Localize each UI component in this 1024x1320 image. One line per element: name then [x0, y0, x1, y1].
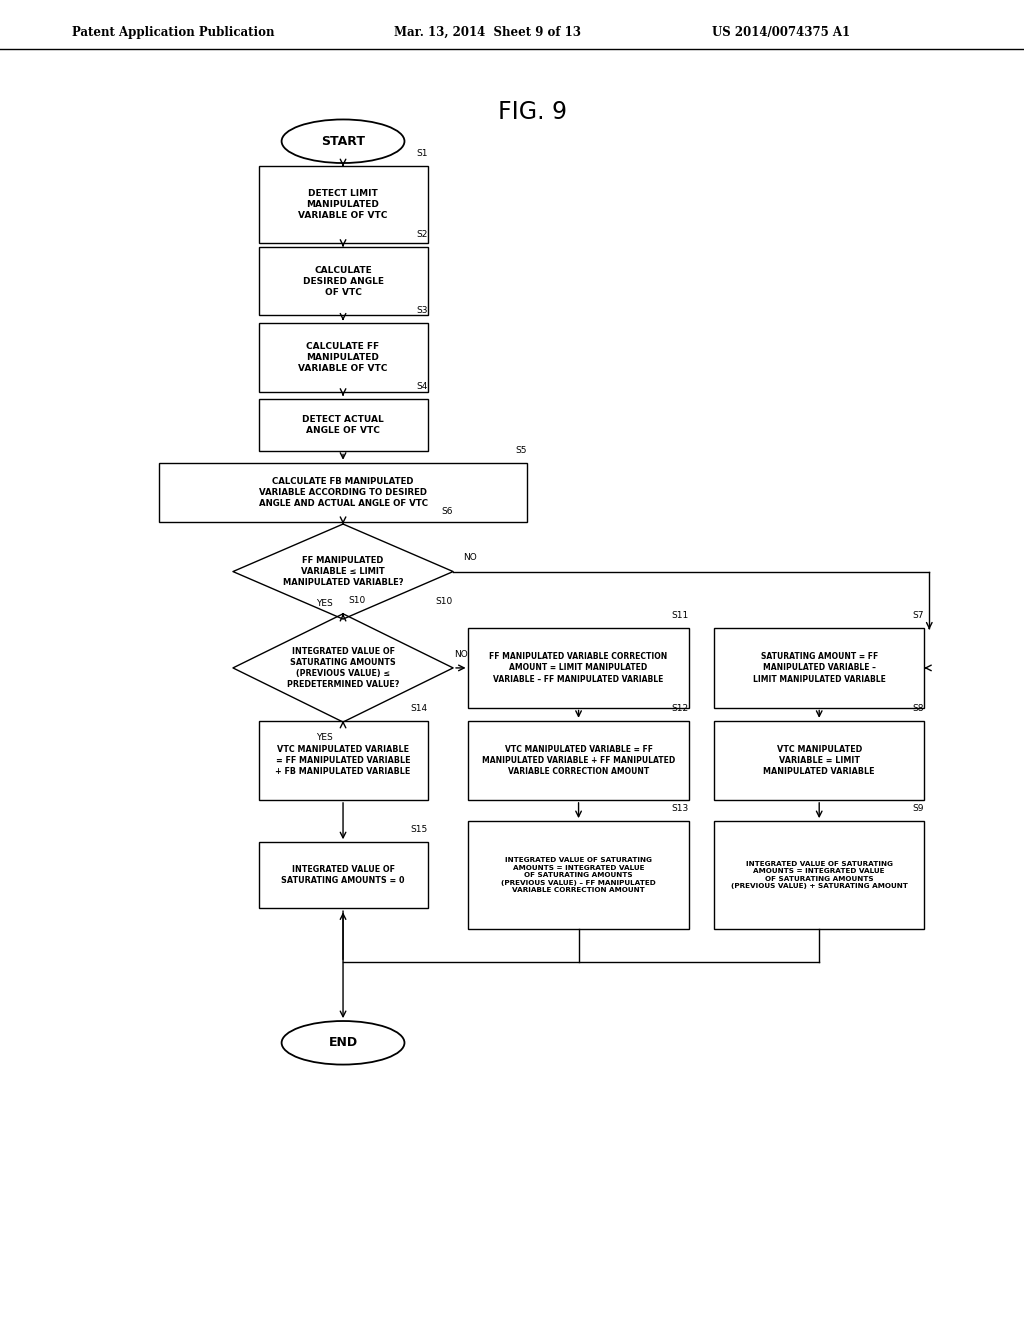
Text: YES: YES — [316, 599, 333, 607]
Text: S1: S1 — [416, 149, 428, 158]
Text: S10: S10 — [348, 595, 366, 605]
Text: NO: NO — [463, 553, 477, 562]
Text: Mar. 13, 2014  Sheet 9 of 13: Mar. 13, 2014 Sheet 9 of 13 — [394, 26, 582, 38]
Text: NO: NO — [454, 649, 468, 659]
Text: CALCULATE FF
MANIPULATED
VARIABLE OF VTC: CALCULATE FF MANIPULATED VARIABLE OF VTC — [298, 342, 388, 374]
Text: S7: S7 — [912, 611, 925, 620]
Text: FIG. 9: FIG. 9 — [498, 100, 567, 124]
Text: S14: S14 — [411, 704, 428, 713]
Text: VTC MANIPULATED VARIABLE = FF
MANIPULATED VARIABLE + FF MANIPULATED
VARIABLE COR: VTC MANIPULATED VARIABLE = FF MANIPULATE… — [482, 744, 675, 776]
Text: CALCULATE
DESIRED ANGLE
OF VTC: CALCULATE DESIRED ANGLE OF VTC — [302, 265, 384, 297]
Text: YES: YES — [316, 734, 333, 742]
Text: Patent Application Publication: Patent Application Publication — [72, 26, 274, 38]
Text: VTC MANIPULATED VARIABLE
= FF MANIPULATED VARIABLE
+ FB MANIPULATED VARIABLE: VTC MANIPULATED VARIABLE = FF MANIPULATE… — [275, 744, 411, 776]
Text: FF MANIPULATED
VARIABLE ≤ LIMIT
MANIPULATED VARIABLE?: FF MANIPULATED VARIABLE ≤ LIMIT MANIPULA… — [283, 556, 403, 587]
Text: S11: S11 — [672, 611, 688, 620]
Text: S6: S6 — [441, 507, 453, 516]
Text: INTEGRATED VALUE OF
SATURATING AMOUNTS
(PREVIOUS VALUE) ≤
PREDETERMINED VALUE?: INTEGRATED VALUE OF SATURATING AMOUNTS (… — [287, 647, 399, 689]
Text: S9: S9 — [912, 804, 925, 813]
Text: END: END — [329, 1036, 357, 1049]
Text: S4: S4 — [416, 381, 428, 391]
Text: INTEGRATED VALUE OF SATURATING
AMOUNTS = INTEGRATED VALUE
OF SATURATING AMOUNTS
: INTEGRATED VALUE OF SATURATING AMOUNTS =… — [731, 861, 907, 890]
Text: S13: S13 — [672, 804, 688, 813]
Text: S10: S10 — [436, 597, 453, 606]
Text: S12: S12 — [672, 704, 688, 713]
Text: S8: S8 — [912, 704, 925, 713]
Text: DETECT LIMIT
MANIPULATED
VARIABLE OF VTC: DETECT LIMIT MANIPULATED VARIABLE OF VTC — [298, 189, 388, 220]
Text: FF MANIPULATED VARIABLE CORRECTION
AMOUNT = LIMIT MANIPULATED
VARIABLE – FF MANI: FF MANIPULATED VARIABLE CORRECTION AMOUN… — [489, 652, 668, 684]
Text: VTC MANIPULATED
VARIABLE = LIMIT
MANIPULATED VARIABLE: VTC MANIPULATED VARIABLE = LIMIT MANIPUL… — [764, 744, 874, 776]
Text: START: START — [322, 135, 365, 148]
Text: S2: S2 — [416, 230, 428, 239]
Text: SATURATING AMOUNT = FF
MANIPULATED VARIABLE –
LIMIT MANIPULATED VARIABLE: SATURATING AMOUNT = FF MANIPULATED VARIA… — [753, 652, 886, 684]
Text: S5: S5 — [516, 446, 527, 454]
Text: US 2014/0074375 A1: US 2014/0074375 A1 — [712, 26, 850, 38]
Text: CALCULATE FB MANIPULATED
VARIABLE ACCORDING TO DESIRED
ANGLE AND ACTUAL ANGLE OF: CALCULATE FB MANIPULATED VARIABLE ACCORD… — [258, 477, 428, 508]
Text: S15: S15 — [411, 825, 428, 834]
Text: INTEGRATED VALUE OF
SATURATING AMOUNTS = 0: INTEGRATED VALUE OF SATURATING AMOUNTS =… — [282, 865, 404, 886]
Text: S3: S3 — [416, 306, 428, 315]
Text: DETECT ACTUAL
ANGLE OF VTC: DETECT ACTUAL ANGLE OF VTC — [302, 414, 384, 436]
Text: INTEGRATED VALUE OF SATURATING
AMOUNTS = INTEGRATED VALUE
OF SATURATING AMOUNTS
: INTEGRATED VALUE OF SATURATING AMOUNTS =… — [501, 857, 656, 894]
